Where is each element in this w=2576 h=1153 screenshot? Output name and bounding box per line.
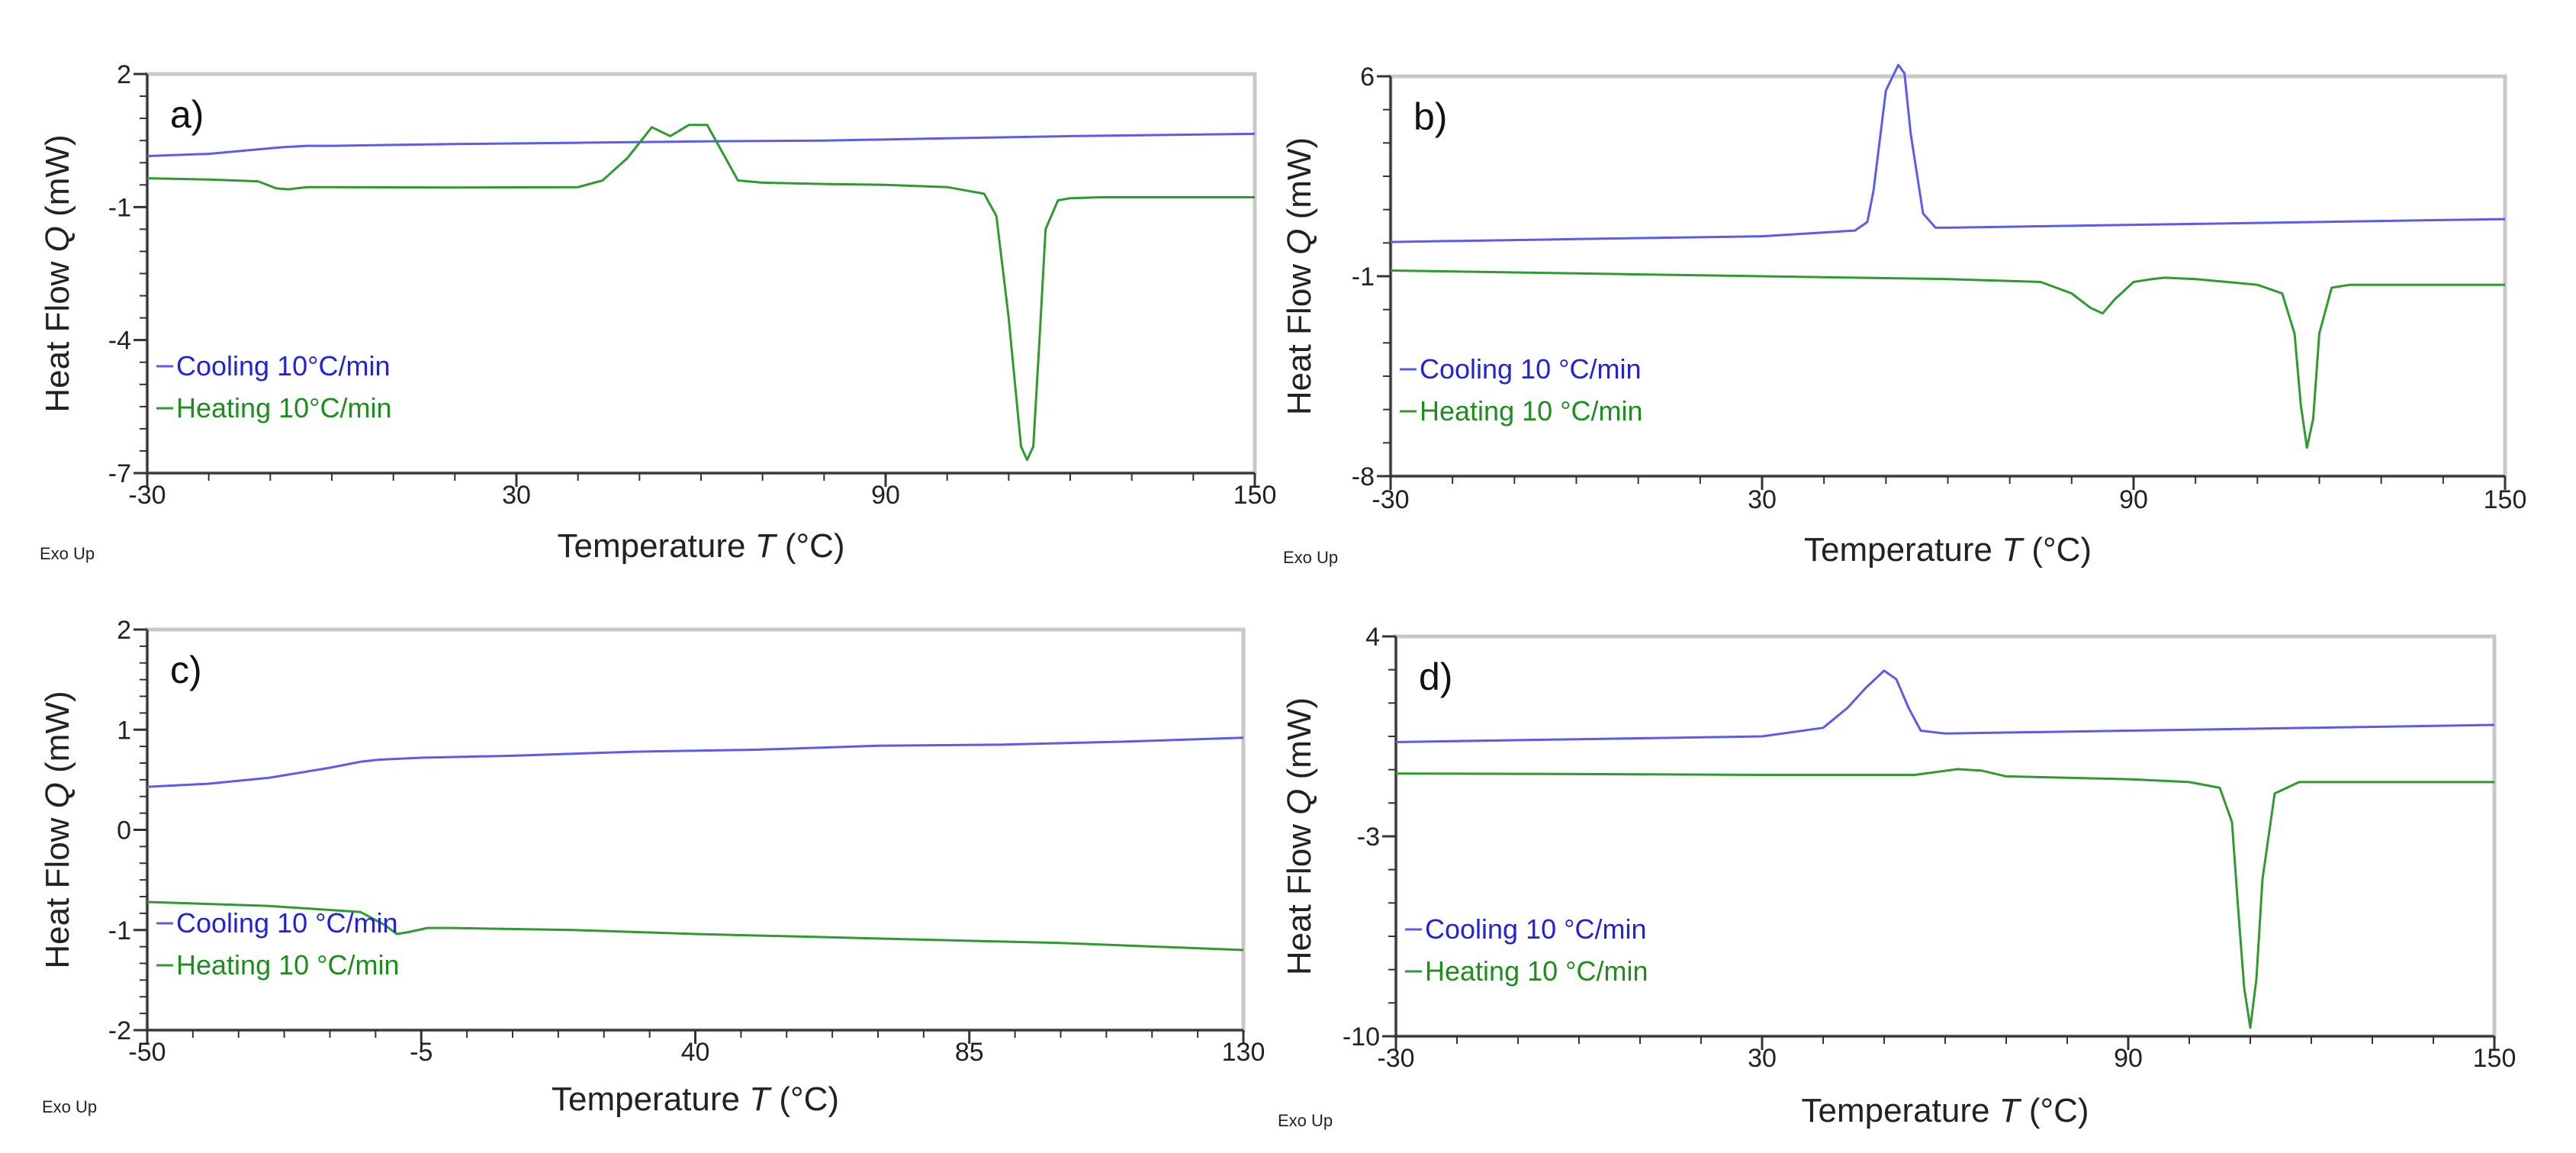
legend-heating: Heating 10 °C/min [176, 949, 400, 981]
panel-a: -30 30 90 150 2 -1 -4 -7 Temperature T (°C) Heat … [39, 60, 1276, 565]
x-tick-label: -30 [1372, 485, 1409, 514]
legend-heating: Heating 10 °C/min [1420, 395, 1643, 427]
x-tick-label: 40 [681, 1038, 710, 1067]
panel-label: d) [1419, 655, 1452, 698]
legend-cooling: Cooling 10°C/min [176, 350, 391, 382]
x-tick-label: 150 [2484, 485, 2527, 514]
x-tick-label: -5 [410, 1038, 433, 1067]
x-tick-label: 130 [1222, 1038, 1265, 1067]
x-tick-label: -30 [128, 481, 166, 510]
y-axis-title: Heat Flow Q (mW) [1281, 137, 1318, 415]
panel-label: b) [1413, 95, 1447, 138]
y-tick-label: -10 [1343, 1023, 1380, 1052]
panel-c: -50 -5 40 85 130 2 1 0 -1 -2 Temperature T (°C) Hea… [39, 616, 1265, 1118]
x-tick-label: 30 [1748, 485, 1777, 514]
x-axis-title: Temperature T (°C) [1801, 1092, 2089, 1129]
legend-cooling: Cooling 10 °C/min [1425, 913, 1647, 945]
x-tick-label: 90 [871, 481, 900, 510]
heating-series-line [1390, 269, 2505, 449]
y-tick-label: -1 [108, 916, 131, 945]
y-tick-label: 2 [117, 60, 131, 89]
plot-frame [1388, 74, 2507, 478]
y-tick-label: -7 [108, 459, 131, 488]
y-tick-label: 6 [1360, 63, 1375, 92]
cooling-series-line [1395, 669, 2495, 743]
legend-cooling: Cooling 10 °C/min [1420, 353, 1642, 385]
y-tick-label: 0 [117, 816, 131, 845]
y-axis-title: Heat Flow Q (mW) [1281, 697, 1318, 975]
panel-d: -30 30 90 150 4 -3 -10 Temperature T (°C) Heat F… [1278, 623, 2516, 1130]
exo-up-label: Exo Up [1278, 1111, 1333, 1130]
x-tick-label: -30 [1377, 1044, 1414, 1073]
legend-heating: Heating 10 °C/min [1425, 955, 1648, 987]
y-tick-label: -2 [108, 1016, 131, 1045]
x-tick-label: 90 [2119, 485, 2148, 514]
exo-up-label: Exo Up [42, 1097, 97, 1116]
x-tick-label: 30 [1748, 1044, 1777, 1073]
plot-frame [145, 627, 1246, 1032]
x-tick-label: 150 [1233, 481, 1277, 510]
y-tick-label: -3 [1357, 823, 1380, 852]
panel-b: -30 30 90 150 6 -1 -8 Temperature T (°C) Heat Fl… [1281, 63, 2526, 568]
legend-heating: Heating 10°C/min [176, 392, 392, 424]
heating-series-line [146, 900, 1244, 952]
y-tick-label: 1 [117, 716, 131, 745]
x-axis-title: Temperature T (°C) [1804, 531, 2092, 568]
exo-up-label: Exo Up [1283, 548, 1338, 567]
legend-cooling: Cooling 10 °C/min [176, 907, 398, 939]
cooling-series-line [146, 736, 1244, 788]
exo-up-label: Exo Up [40, 544, 95, 563]
x-tick-label: 85 [955, 1038, 984, 1067]
y-tick-label: -4 [108, 327, 131, 356]
cooling-series-line [146, 132, 1256, 157]
cooling-series-line [1390, 63, 2506, 243]
heating-series-line [1395, 768, 2494, 1029]
y-axis-title: Heat Flow Q (mW) [39, 691, 76, 968]
y-tick-label: -1 [108, 193, 131, 222]
x-tick-label: 30 [502, 481, 531, 510]
panel-label: c) [170, 649, 202, 691]
heating-series-line [146, 124, 1255, 462]
y-axis-title: Heat Flow Q (mW) [39, 134, 76, 412]
x-axis-title: Temperature T (°C) [557, 527, 844, 565]
plot-frame [1394, 634, 2497, 1039]
x-tick-label: 90 [2114, 1044, 2143, 1073]
x-axis-title: Temperature T (°C) [552, 1081, 839, 1118]
panel-label: a) [170, 93, 204, 136]
y-tick-label: -1 [1352, 262, 1375, 291]
y-tick-label: -8 [1352, 462, 1375, 491]
x-tick-label: -50 [128, 1038, 166, 1067]
y-tick-label: 4 [1365, 623, 1380, 652]
y-tick-label: 2 [117, 616, 131, 645]
x-tick-label: 150 [2473, 1044, 2517, 1073]
